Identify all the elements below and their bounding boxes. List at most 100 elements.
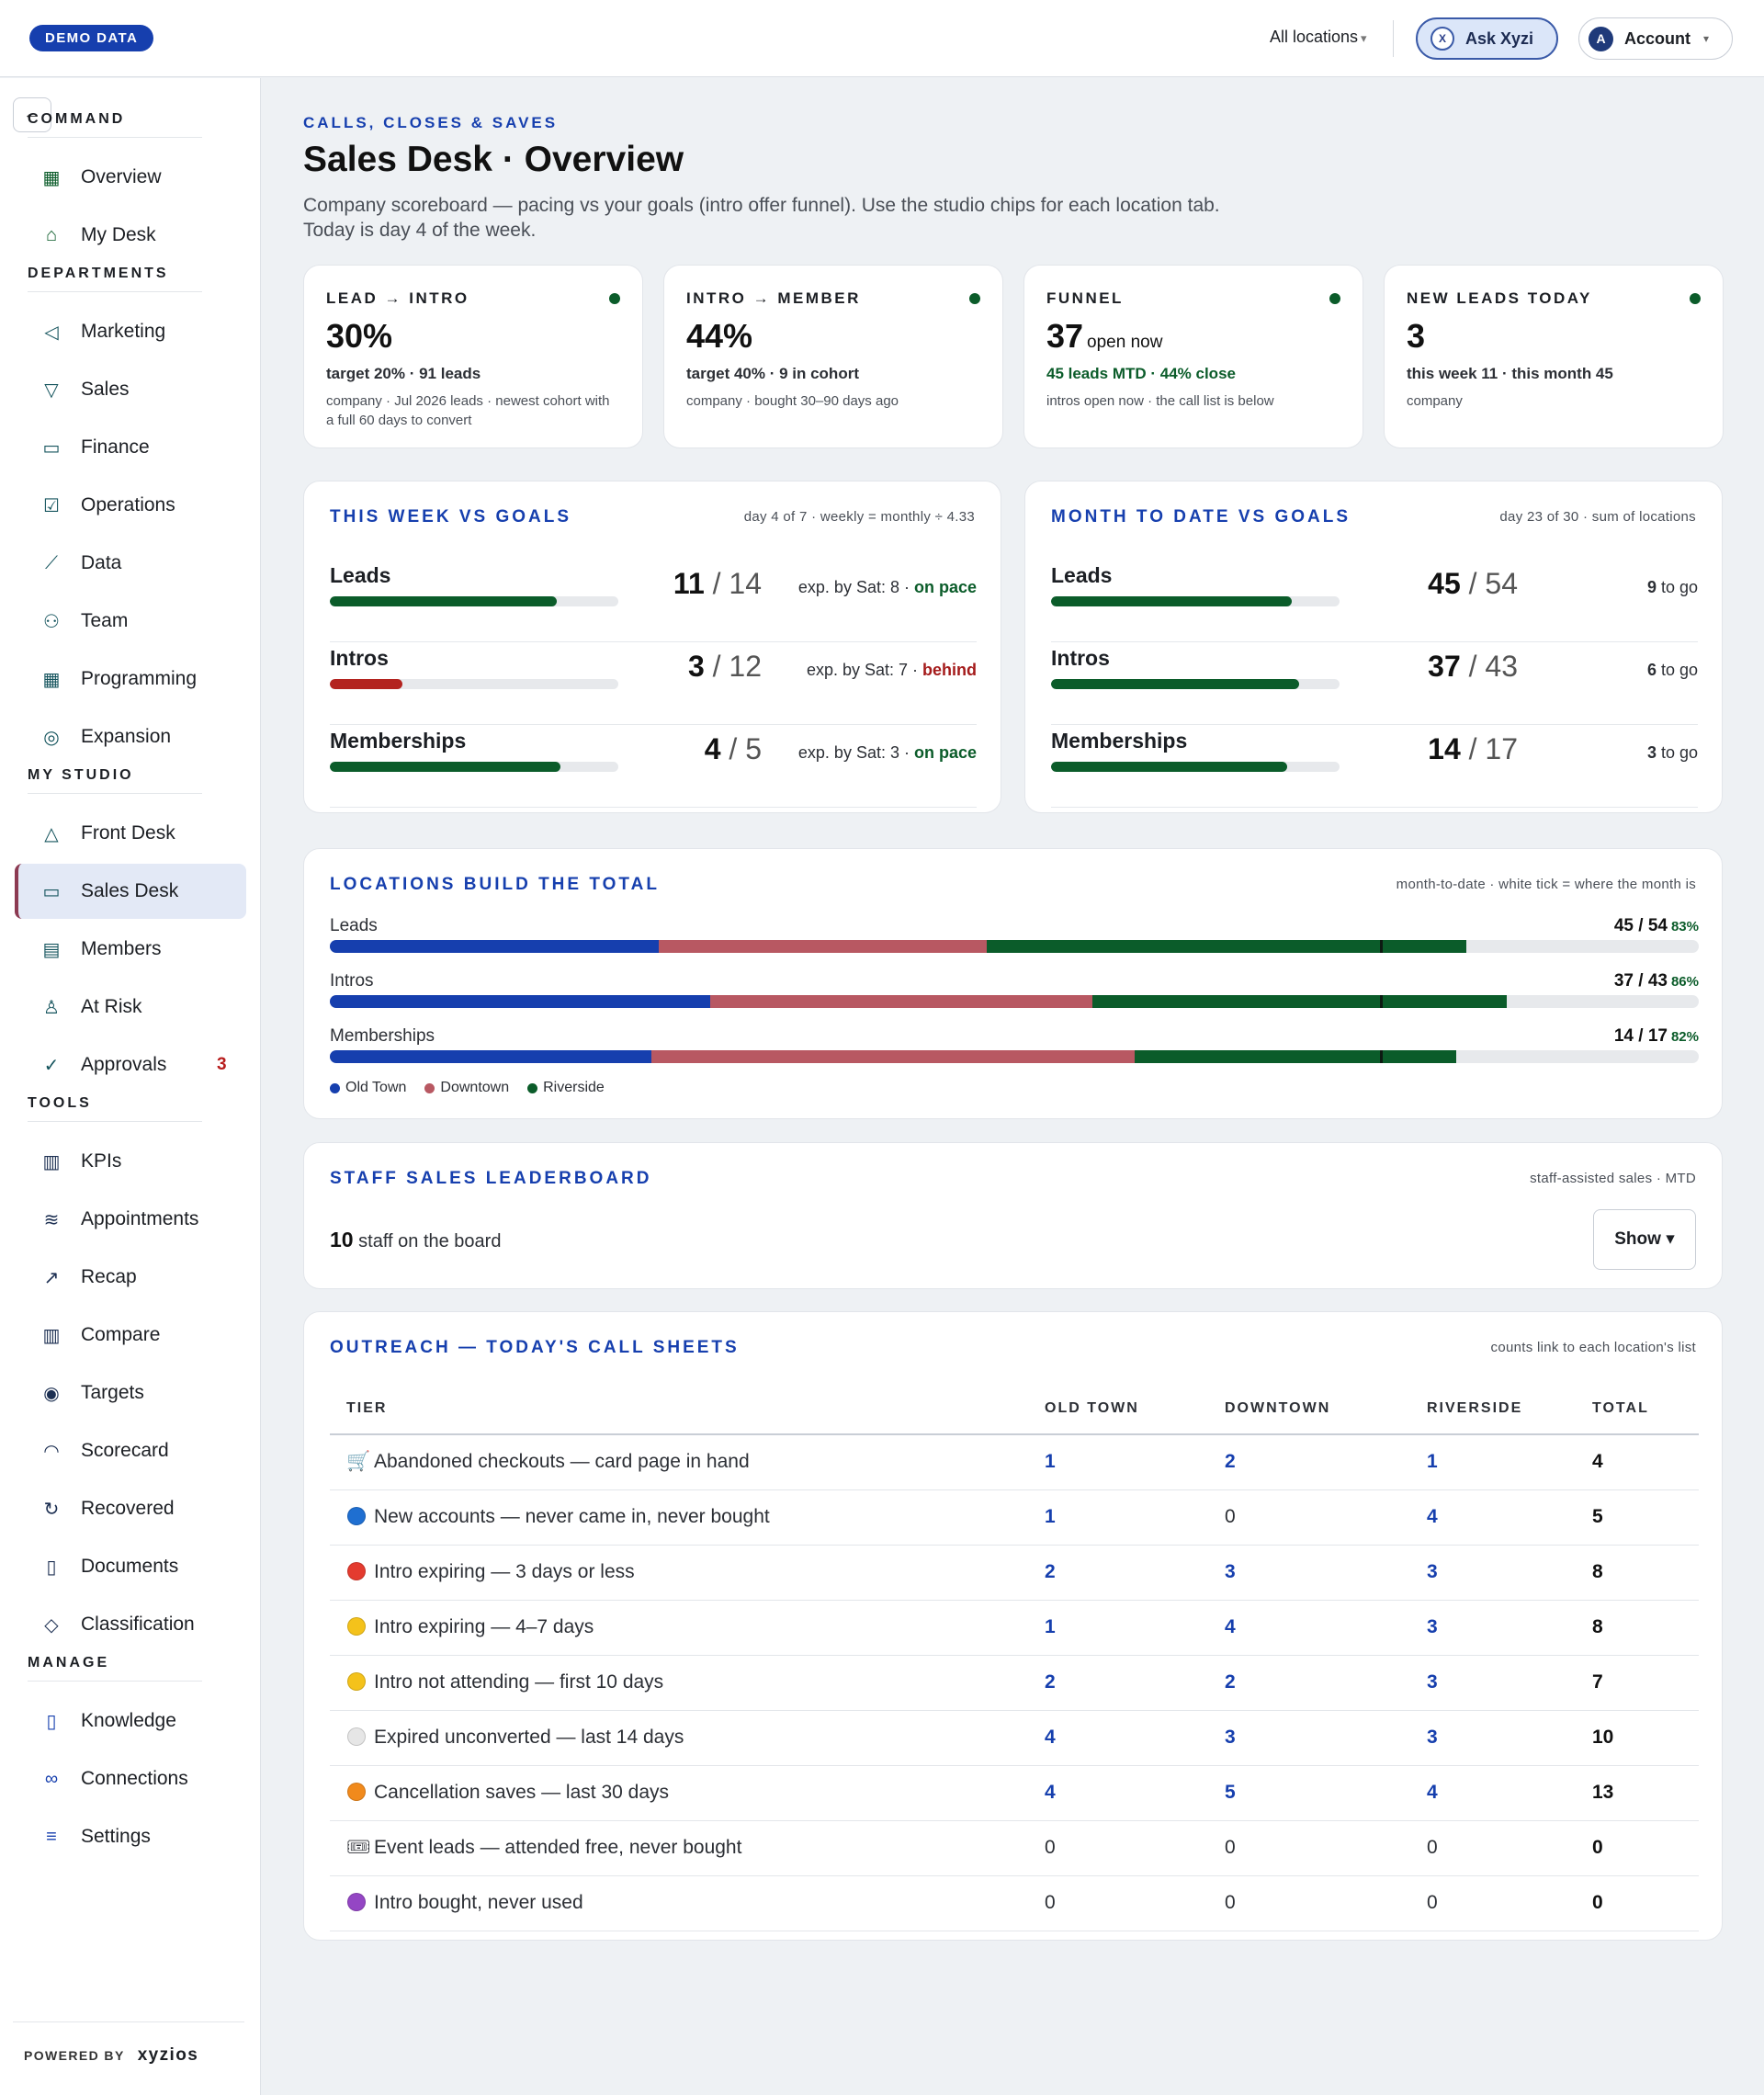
show-leaderboard-button[interactable]: Show ▾ — [1593, 1209, 1696, 1270]
goal-actual: 11 — [673, 567, 705, 600]
sidebar-item-sales[interactable]: ▽ Sales — [15, 362, 246, 417]
trend-icon: ↗ — [43, 1267, 60, 1288]
sidebar-item-my-desk[interactable]: ⌂ My Desk — [15, 208, 246, 263]
sidebar-item-approvals[interactable]: ✓ Approvals 3 — [15, 1037, 246, 1093]
legend-item: Downtown — [424, 1080, 509, 1096]
count-total: 7 — [1576, 1655, 1699, 1711]
goal-count: 3 / 12 — [688, 650, 762, 684]
sidebar-item-recap[interactable]: ↗ Recap — [15, 1250, 246, 1305]
sidebar-item-appointments[interactable]: ≋ Appointments — [15, 1192, 246, 1247]
goal-actual: 14 — [1428, 732, 1461, 765]
location-select[interactable]: All locations ▾ — [1270, 28, 1367, 47]
goal-separator: / — [1460, 732, 1486, 765]
goal-count: 37 / 43 — [1428, 650, 1518, 684]
count-old-town[interactable]: 4 — [1028, 1710, 1208, 1766]
month-goals-card: MONTH TO DATE VS GOALS day 23 of 30 · su… — [1024, 481, 1723, 813]
count-riverside[interactable]: 4 — [1410, 1489, 1576, 1546]
kpi-card: INTRO → MEMBER 44% target 40% · 9 in cohor… — [663, 265, 1003, 448]
week-goal-row: Memberships 4 / 5 exp. by Sat: 3 · on pace — [330, 725, 977, 808]
count-old-town[interactable]: 2 — [1028, 1545, 1208, 1601]
sidebar-item-programming[interactable]: ▦ Programming — [15, 651, 246, 707]
locations-note: month-to-date · white tick = where the m… — [1396, 877, 1696, 892]
sidebar-section-heading: COMMAND — [28, 111, 126, 127]
kpi-value: 44% — [686, 317, 756, 356]
sidebar-item-operations[interactable]: ☑ Operations — [15, 478, 246, 533]
tier-cell: Intro expiring — 4–7 days — [330, 1600, 1028, 1656]
tier-cell: Intro not attending — first 10 days — [330, 1655, 1028, 1711]
columns-icon: ▥ — [42, 1325, 61, 1346]
sidebar-item-kpis[interactable]: ▥ KPIs — [15, 1134, 246, 1189]
count-old-town[interactable]: 1 — [1028, 1434, 1208, 1490]
sidebar-item-overview[interactable]: ▦ Overview — [15, 150, 246, 205]
count-downtown[interactable]: 2 — [1208, 1434, 1410, 1490]
sidebar-item-label: Compare — [81, 1324, 161, 1345]
sidebar-item-members[interactable]: ▤ Members — [15, 922, 246, 977]
count-riverside[interactable]: 3 — [1410, 1655, 1576, 1711]
count-riverside[interactable]: 4 — [1410, 1765, 1576, 1821]
chevron-down-icon: ▾ — [1703, 32, 1710, 45]
recover-icon: ↻ — [43, 1499, 60, 1520]
sidebar-item-knowledge[interactable]: ▯ Knowledge — [15, 1693, 246, 1749]
locations-title: LOCATIONS BUILD THE TOTAL — [330, 875, 660, 894]
count-old-town[interactable]: 1 — [1028, 1600, 1208, 1656]
sidebar-item-team[interactable]: ⚇ Team — [15, 594, 246, 649]
sidebar-item-classification[interactable]: ◇ Classification — [15, 1597, 246, 1652]
sidebar-item-expansion[interactable]: ◎ Expansion — [15, 709, 246, 764]
demo-data-badge: DEMO DATA — [29, 25, 154, 51]
ask-xyzi-button[interactable]: X Ask Xyzi — [1416, 17, 1558, 60]
location-row-label: Memberships — [330, 1026, 435, 1046]
count-downtown[interactable]: 3 — [1208, 1545, 1410, 1601]
tier-cell: Intro expiring — 3 days or less — [330, 1545, 1028, 1601]
sidebar-item-recovered[interactable]: ↻ Recovered — [15, 1481, 246, 1536]
count-total: 5 — [1576, 1489, 1699, 1546]
tier-cell: Expired unconverted — last 14 days — [330, 1710, 1028, 1766]
sidebar-item-scorecard[interactable]: ◠ Scorecard — [15, 1423, 246, 1478]
sidebar-section-rule — [28, 793, 202, 794]
sidebar-item-finance[interactable]: ▭ Finance — [15, 420, 246, 475]
table-row: New accounts — never came in, never boug… — [330, 1489, 1699, 1546]
count-riverside[interactable]: 3 — [1410, 1545, 1576, 1601]
sidebar-item-label: At Risk — [81, 996, 142, 1017]
sidebar-item-compare[interactable]: ▥ Compare — [15, 1308, 246, 1363]
sidebar-item-connections[interactable]: ∞ Connections — [15, 1751, 246, 1806]
tier-label: Abandoned checkouts — card page in hand — [374, 1451, 750, 1473]
count-total: 13 — [1576, 1765, 1699, 1821]
sidebar-item-front-desk[interactable]: △ Front Desk — [15, 806, 246, 861]
count-riverside[interactable]: 3 — [1410, 1600, 1576, 1656]
count-downtown[interactable]: 4 — [1208, 1600, 1410, 1656]
kpi-label: NEW LEADS TODAY — [1407, 289, 1592, 307]
account-button[interactable]: A Account ▾ — [1578, 17, 1733, 60]
month-progress-tick — [1379, 1050, 1383, 1063]
sidebar-item-data[interactable]: ⟋ Data — [15, 536, 246, 591]
arrow-left-icon: ← — [23, 104, 41, 124]
count-downtown[interactable]: 3 — [1208, 1710, 1410, 1766]
sidebar-item-label: Connections — [81, 1768, 188, 1789]
count-downtown[interactable]: 2 — [1208, 1655, 1410, 1711]
count-downtown: 0 — [1208, 1875, 1410, 1931]
location-bar-segment-downtown — [651, 1050, 1136, 1063]
column-header: DOWNTOWN — [1208, 1384, 1410, 1435]
collapse-sidebar-button[interactable]: ← — [13, 97, 51, 132]
sidebar-item-label: Classification — [81, 1614, 195, 1635]
goal-to-go: 3 to go — [1647, 743, 1698, 763]
sidebar-item-targets[interactable]: ◉ Targets — [15, 1365, 246, 1421]
count-old-town[interactable]: 4 — [1028, 1765, 1208, 1821]
count-riverside[interactable]: 1 — [1410, 1434, 1576, 1490]
location-bar-segment-old-town — [330, 940, 659, 953]
count-old-town[interactable]: 1 — [1028, 1489, 1208, 1546]
sidebar-item-documents[interactable]: ▯ Documents — [15, 1539, 246, 1594]
count-downtown[interactable]: 5 — [1208, 1765, 1410, 1821]
status-dot-icon — [609, 293, 620, 304]
location-bar-segment-riverside — [1091, 995, 1508, 1008]
tier-cell: 🛒 Abandoned checkouts — card page in hand — [330, 1434, 1028, 1490]
sidebar-item-at-risk[interactable]: ♙ At Risk — [15, 980, 246, 1035]
legend-item: Riverside — [527, 1080, 605, 1096]
staff-count-label: staff on the board — [353, 1231, 502, 1251]
tier-dot — [347, 1727, 366, 1746]
sidebar-item-sales-desk[interactable]: ▭ Sales Desk — [15, 864, 246, 919]
sidebar-item-settings[interactable]: ≡ Settings — [15, 1809, 246, 1864]
count-riverside[interactable]: 3 — [1410, 1710, 1576, 1766]
count-old-town[interactable]: 2 — [1028, 1655, 1208, 1711]
leaderboard-staff-count: 10 staff on the board — [330, 1228, 501, 1252]
sidebar-item-marketing[interactable]: ◁ Marketing — [15, 304, 246, 359]
